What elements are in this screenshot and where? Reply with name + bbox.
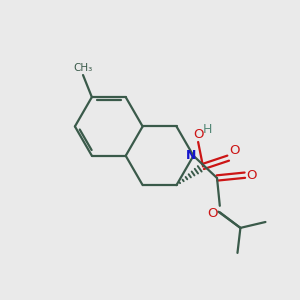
Text: H: H [203,122,212,136]
Text: O: O [230,144,240,157]
Text: O: O [193,128,203,140]
Text: CH₃: CH₃ [74,63,93,73]
Text: O: O [207,207,218,220]
Text: O: O [246,169,257,182]
Text: N: N [186,149,197,162]
